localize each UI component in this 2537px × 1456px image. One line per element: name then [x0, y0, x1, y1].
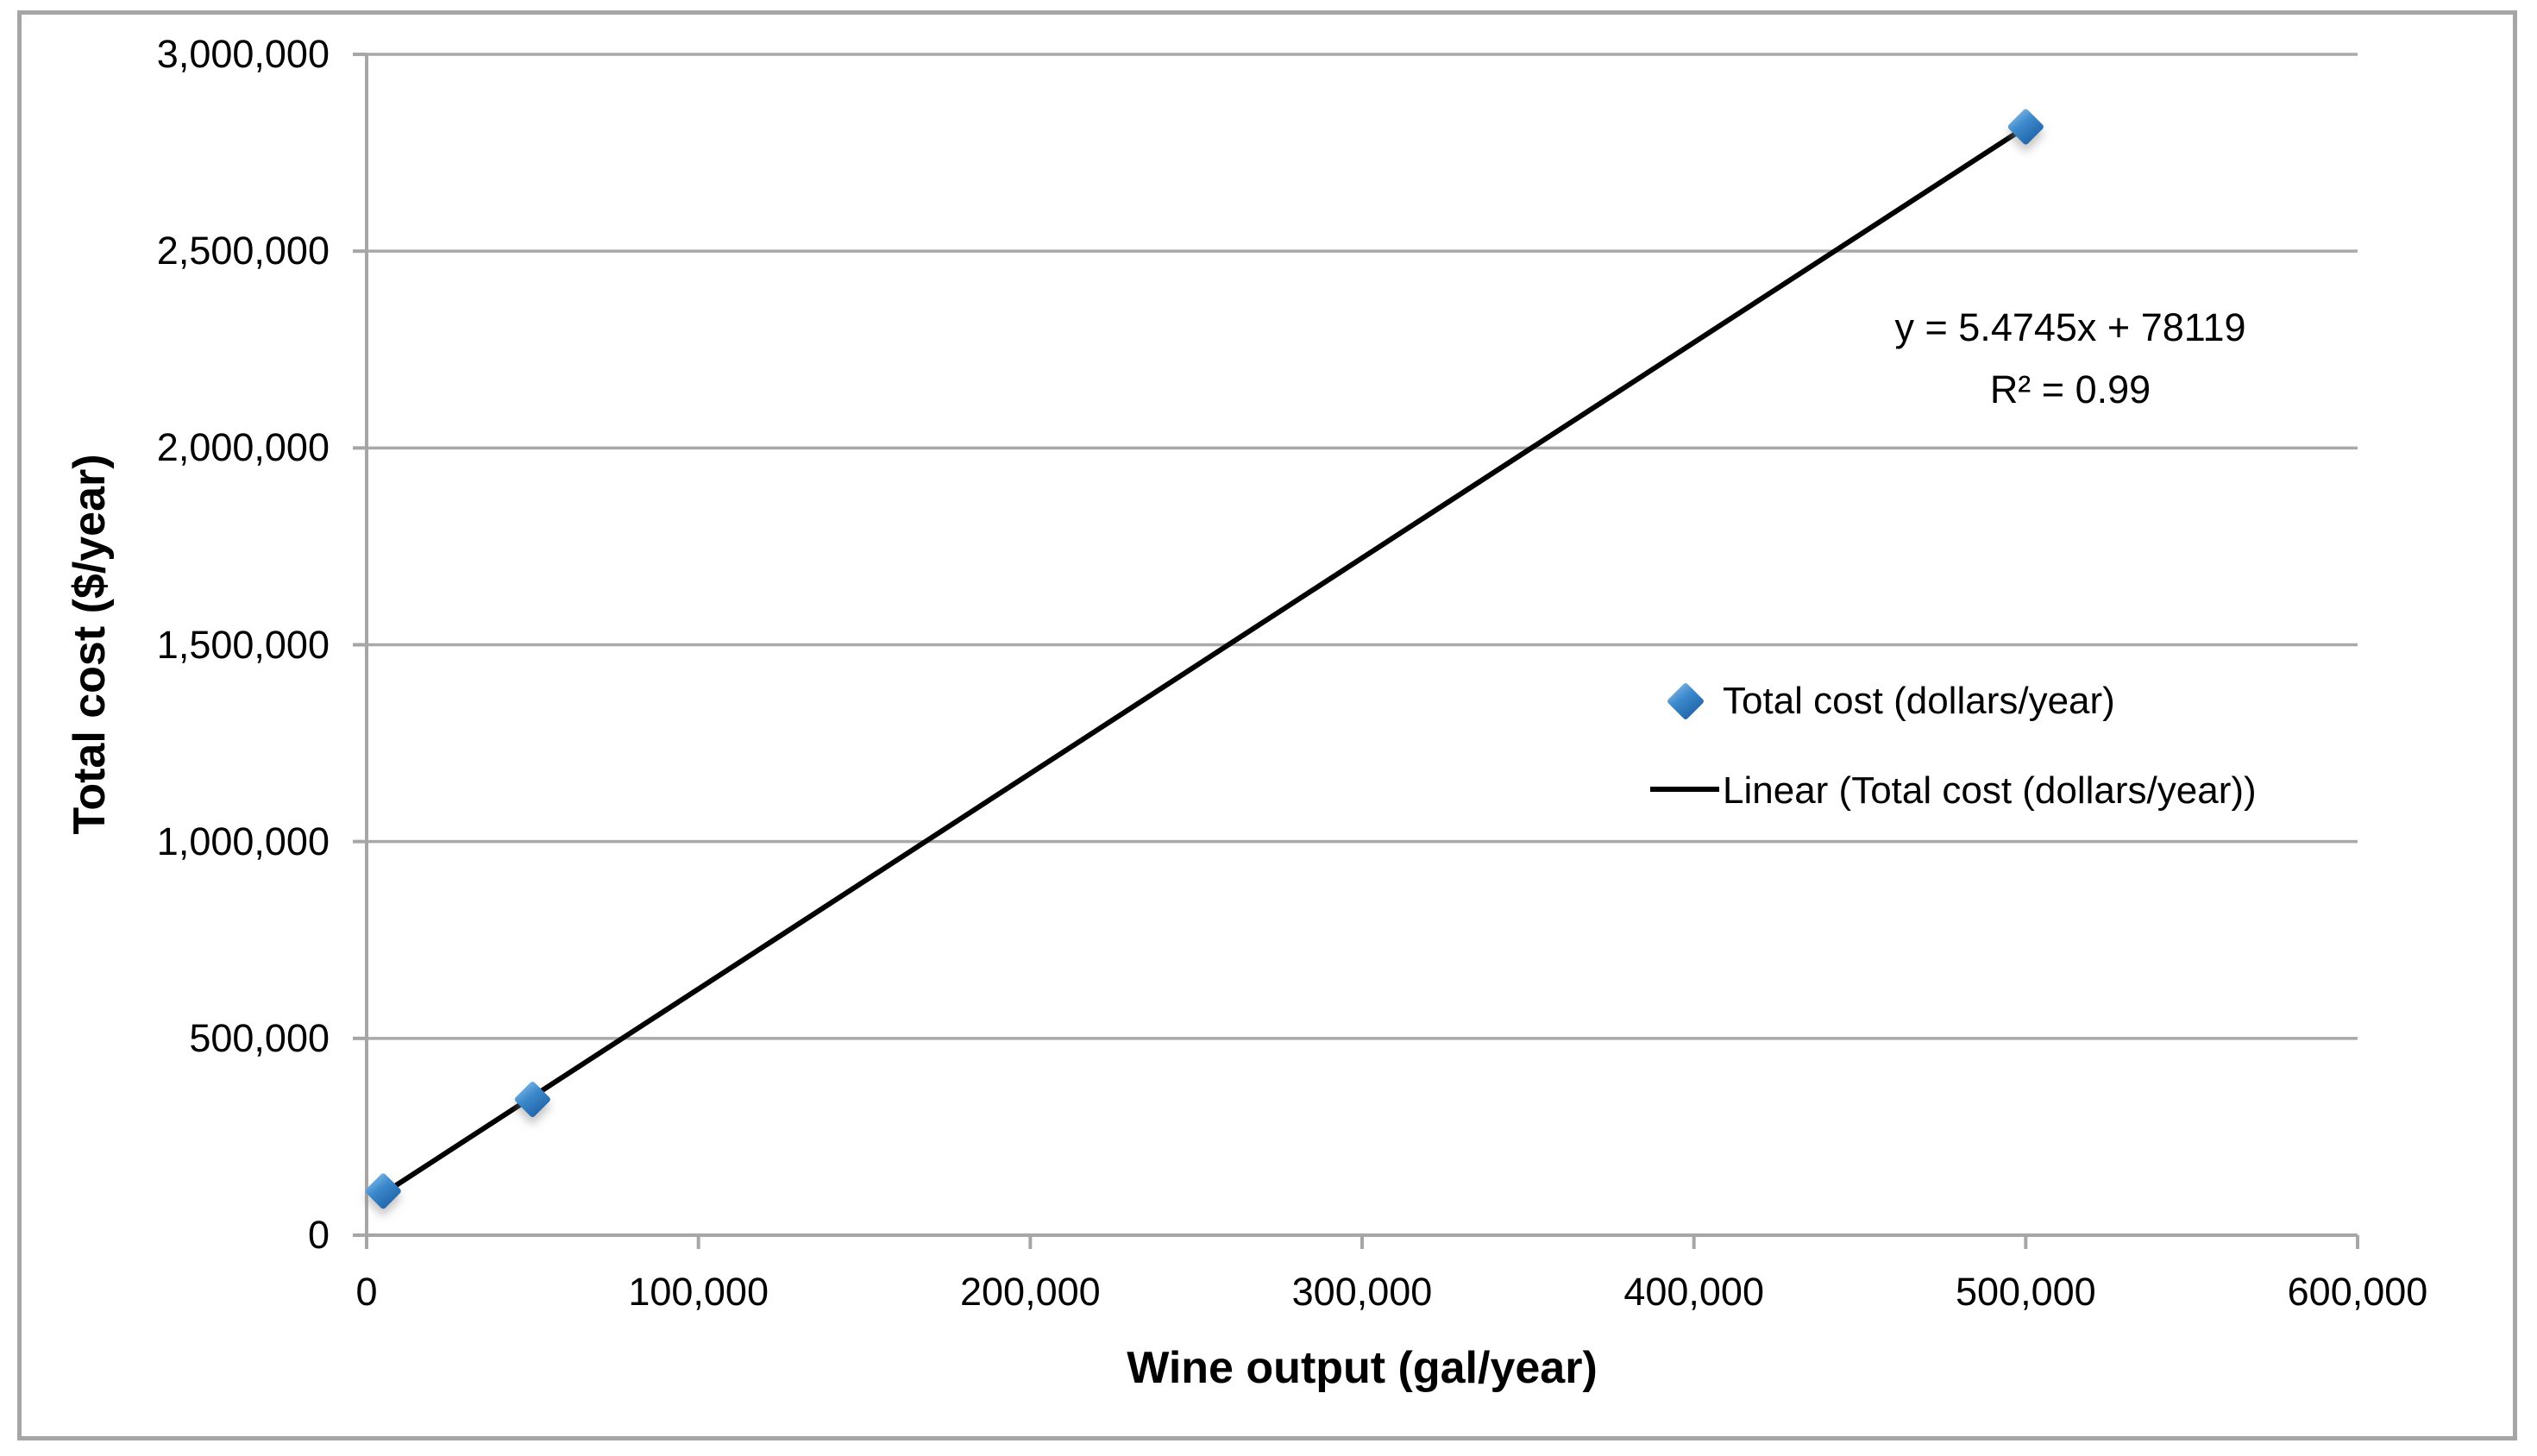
equation-line: y = 5.4745x + 78119	[1894, 305, 2246, 349]
y-tick-label: 2,500,000	[156, 229, 330, 273]
r-squared-line: R² = 0.99	[1989, 367, 2151, 411]
legend-item-trendline: Linear (Total cost (dollars/year))	[1643, 758, 2257, 824]
trendline-sample-icon	[1643, 758, 1723, 824]
legend-label-series: Total cost (dollars/year)	[1723, 680, 2115, 722]
y-tick-label: 3,000,000	[156, 32, 330, 76]
x-tick-label: 100,000	[628, 1270, 769, 1314]
x-axis-title: Wine output (gal/year)	[1127, 1343, 1598, 1393]
gridlines	[367, 53, 2358, 1040]
x-tick-label: 200,000	[959, 1270, 1101, 1314]
legend-label-trendline: Linear (Total cost (dollars/year))	[1723, 769, 2257, 812]
trendline-equation: y = 5.4745x + 78119 R² = 0.99	[1812, 297, 2329, 421]
legend: Total cost (dollars/year) Linear (Total …	[1643, 668, 2257, 824]
y-axis-title: Total cost ($/year)	[65, 454, 115, 835]
data-point-marker	[2007, 109, 2044, 145]
x-tick-label: 600,000	[2287, 1270, 2428, 1314]
x-tick-label: 400,000	[1623, 1270, 1764, 1314]
chart-border	[17, 10, 2517, 1440]
y-tick-label: 1,500,000	[156, 622, 330, 667]
y-tick-label: 0	[307, 1213, 330, 1257]
x-tick-label: 300,000	[1291, 1270, 1433, 1314]
data-point-marker	[365, 1173, 401, 1209]
x-tick-label: 0	[355, 1270, 378, 1314]
trendline	[381, 124, 2027, 1196]
x-tick-label: 500,000	[1955, 1270, 2096, 1314]
axes	[353, 53, 2359, 1249]
legend-item-series: Total cost (dollars/year)	[1643, 668, 2257, 734]
y-tick-label: 500,000	[189, 1015, 330, 1060]
data-point-marker	[514, 1082, 550, 1118]
y-tick-label: 1,000,000	[156, 819, 330, 863]
series-markers	[365, 109, 2044, 1209]
trendline-segment	[381, 124, 2027, 1196]
diamond-marker-icon	[1643, 668, 1723, 734]
y-tick-label: 2,000,000	[156, 425, 330, 470]
